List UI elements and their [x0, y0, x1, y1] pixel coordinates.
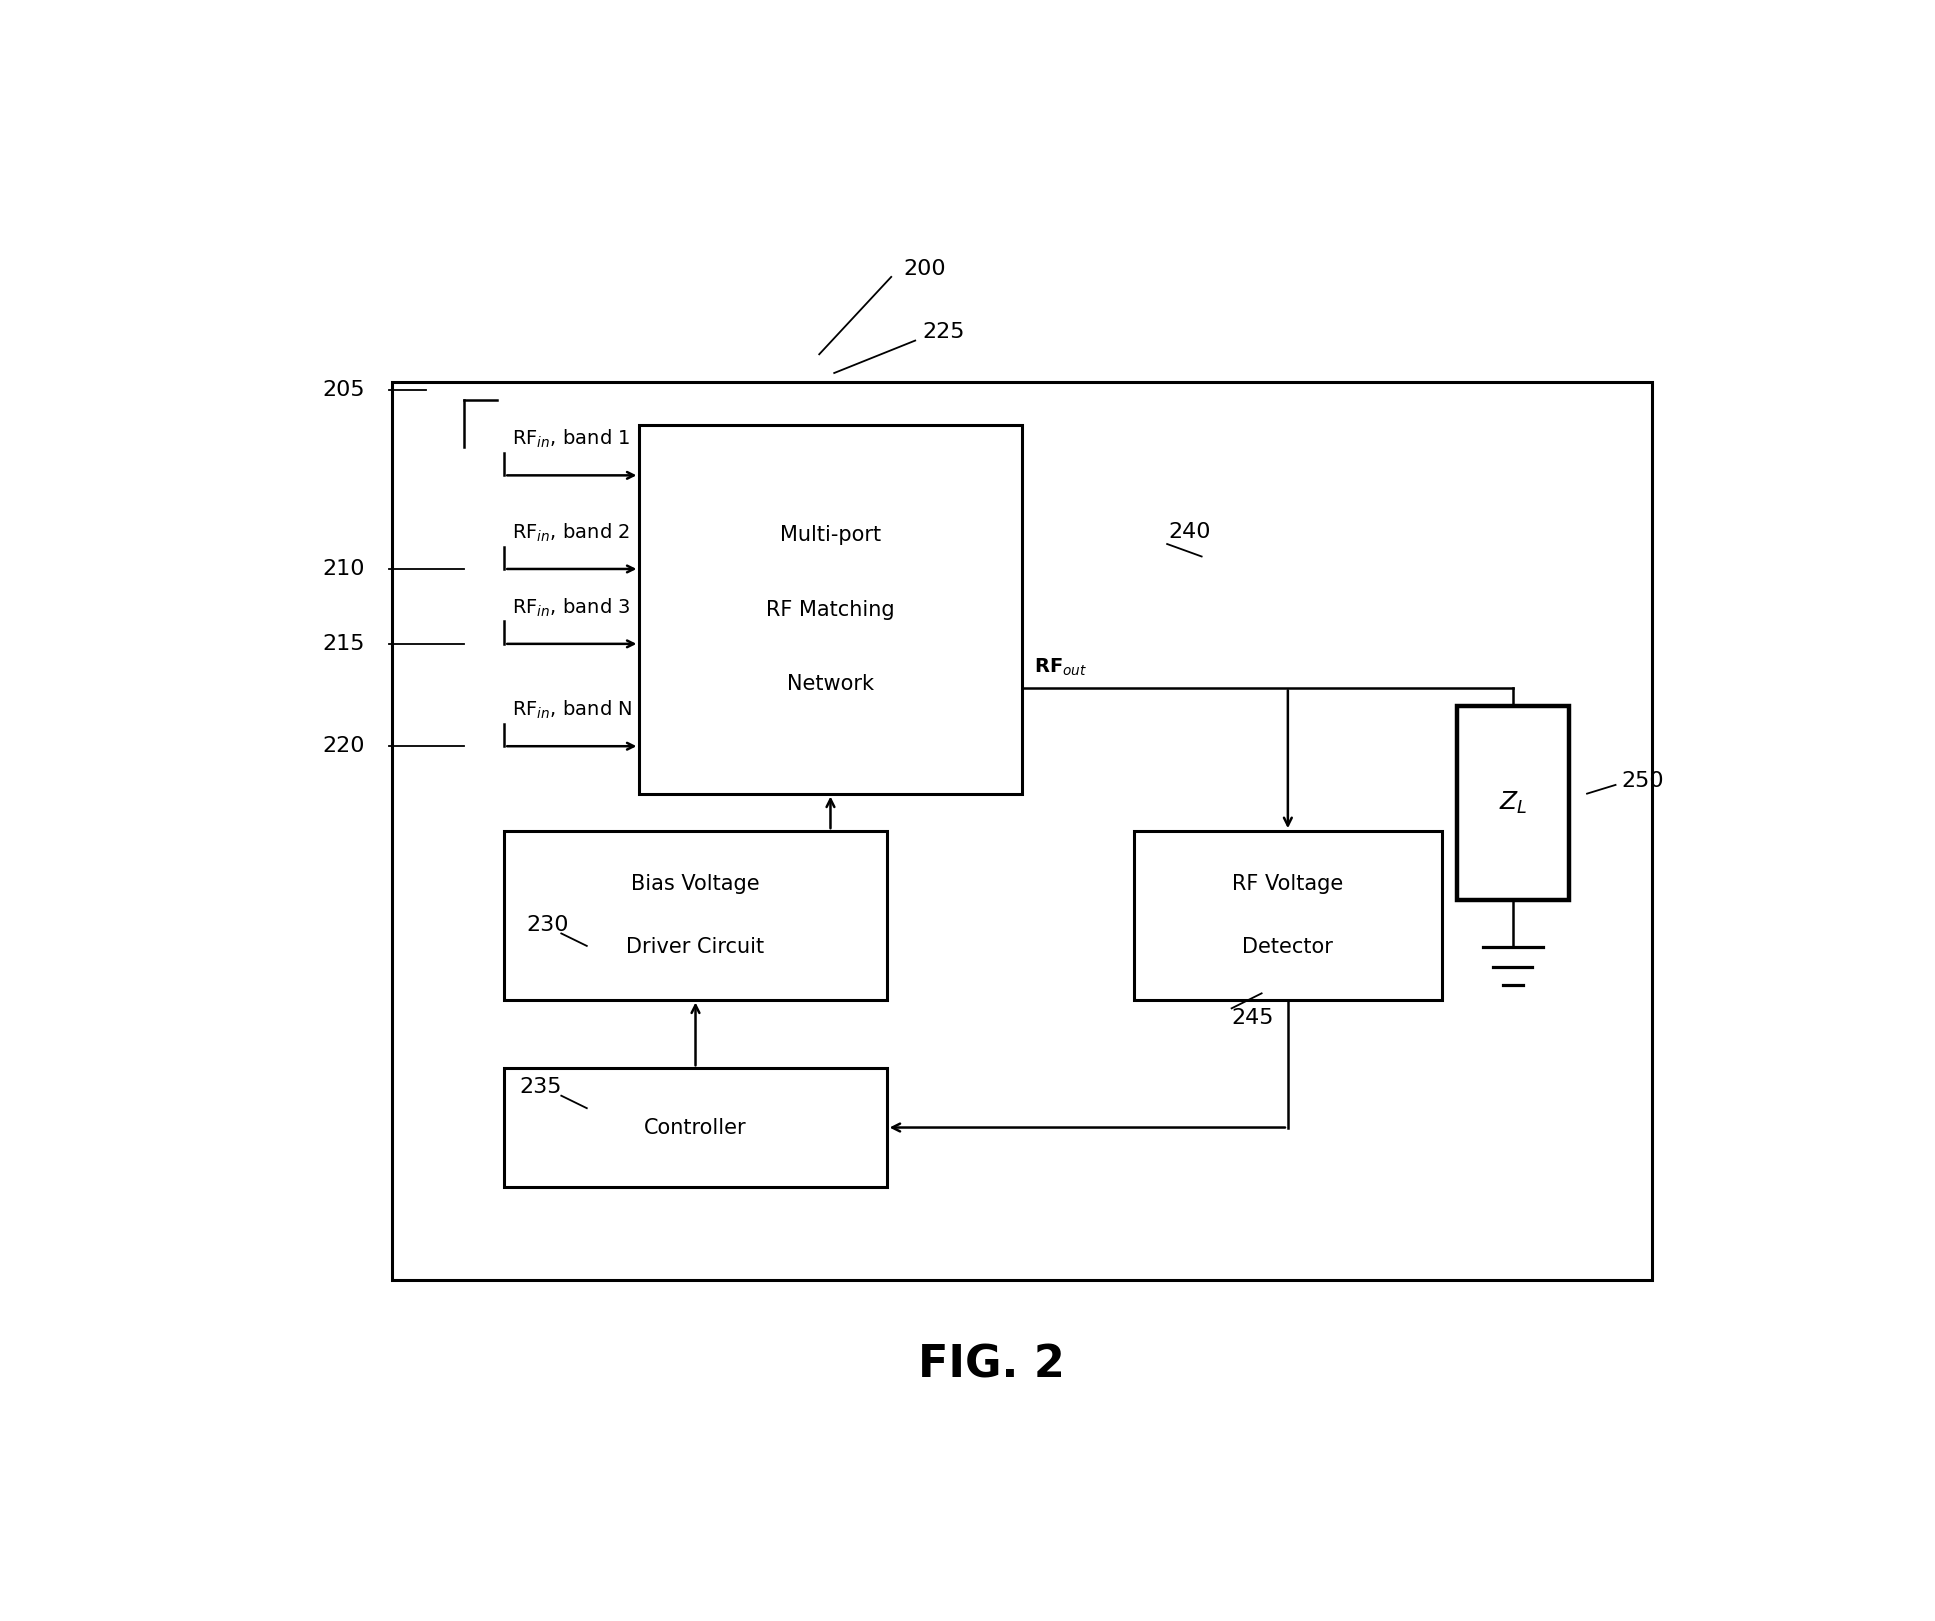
Bar: [1134, 832, 1442, 1000]
Text: RF$_{in}$, band 2: RF$_{in}$, band 2: [511, 522, 629, 545]
Text: 210: 210: [323, 559, 366, 579]
Text: RF$_{out}$: RF$_{out}$: [1033, 657, 1087, 678]
Text: Controller: Controller: [644, 1117, 747, 1138]
Bar: [505, 832, 886, 1000]
Text: 215: 215: [323, 634, 366, 653]
Text: 235: 235: [519, 1076, 561, 1097]
Text: 245: 245: [1233, 1008, 1273, 1028]
Bar: [639, 425, 1022, 794]
Text: FIG. 2: FIG. 2: [919, 1344, 1064, 1388]
Bar: [1457, 707, 1569, 900]
Text: 250: 250: [1622, 772, 1664, 791]
Text: 220: 220: [323, 736, 366, 757]
Text: 240: 240: [1169, 522, 1211, 541]
Text: 225: 225: [923, 323, 966, 342]
Text: RF Matching: RF Matching: [766, 600, 894, 619]
Text: RF$_{in}$, band 1: RF$_{in}$, band 1: [511, 428, 631, 451]
Text: 200: 200: [904, 259, 946, 279]
Text: Bias Voltage: Bias Voltage: [631, 874, 760, 895]
Bar: [505, 1068, 886, 1187]
Text: 205: 205: [323, 381, 366, 400]
Text: RF Voltage: RF Voltage: [1233, 874, 1343, 895]
Text: RF$_{in}$, band N: RF$_{in}$, band N: [511, 699, 633, 721]
Text: 230: 230: [526, 914, 569, 935]
Text: Multi-port: Multi-port: [780, 525, 880, 545]
Text: Network: Network: [788, 674, 875, 694]
Text: RF$_{in}$, band 3: RF$_{in}$, band 3: [511, 597, 631, 619]
Bar: [393, 381, 1652, 1281]
Text: Driver Circuit: Driver Circuit: [627, 937, 764, 956]
Text: $Z_L$: $Z_L$: [1498, 789, 1527, 815]
Text: Detector: Detector: [1242, 937, 1333, 956]
